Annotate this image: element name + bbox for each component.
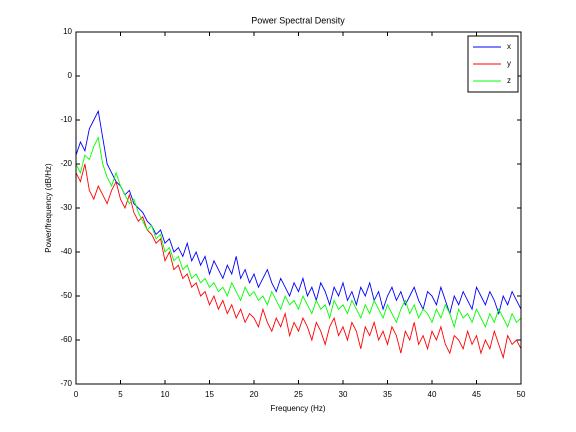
x-tick-label: 0 (74, 390, 79, 399)
x-tick-label: 10 (161, 390, 170, 399)
y-tick-label: -20 (60, 159, 72, 168)
x-tick-label: 15 (205, 390, 214, 399)
x-axis-label: Frequency (Hz) (270, 404, 325, 413)
plot-frame (75, 31, 522, 385)
y-tick-label: 0 (68, 71, 73, 80)
y-tick-label: -10 (60, 115, 72, 124)
y-tick-label: -60 (60, 335, 72, 344)
y-tick-label: -40 (60, 247, 72, 256)
y-tick-label: 10 (63, 27, 72, 36)
legend-label: y (507, 59, 511, 68)
x-tick-label: 25 (294, 390, 303, 399)
x-tick-label: 40 (428, 390, 437, 399)
y-tick-label: -70 (60, 379, 72, 388)
y-tick-label: -50 (60, 291, 72, 300)
series-line (75, 136, 522, 329)
x-tick-label: 30 (339, 390, 348, 399)
y-tick-label: -30 (60, 203, 72, 212)
series-line (75, 109, 522, 316)
y-axis-label: Power/frequency (dB/Hz) (44, 163, 53, 253)
x-tick-label: 45 (472, 390, 481, 399)
x-tick-label: 50 (517, 390, 526, 399)
x-tick-label: 35 (383, 390, 392, 399)
series-line (75, 163, 522, 360)
x-tick-label: 20 (250, 390, 259, 399)
chart-title: Power Spectral Density (251, 15, 345, 25)
x-tick-label: 5 (118, 390, 123, 399)
legend-label: z (507, 76, 511, 85)
legend-label: x (507, 42, 511, 51)
